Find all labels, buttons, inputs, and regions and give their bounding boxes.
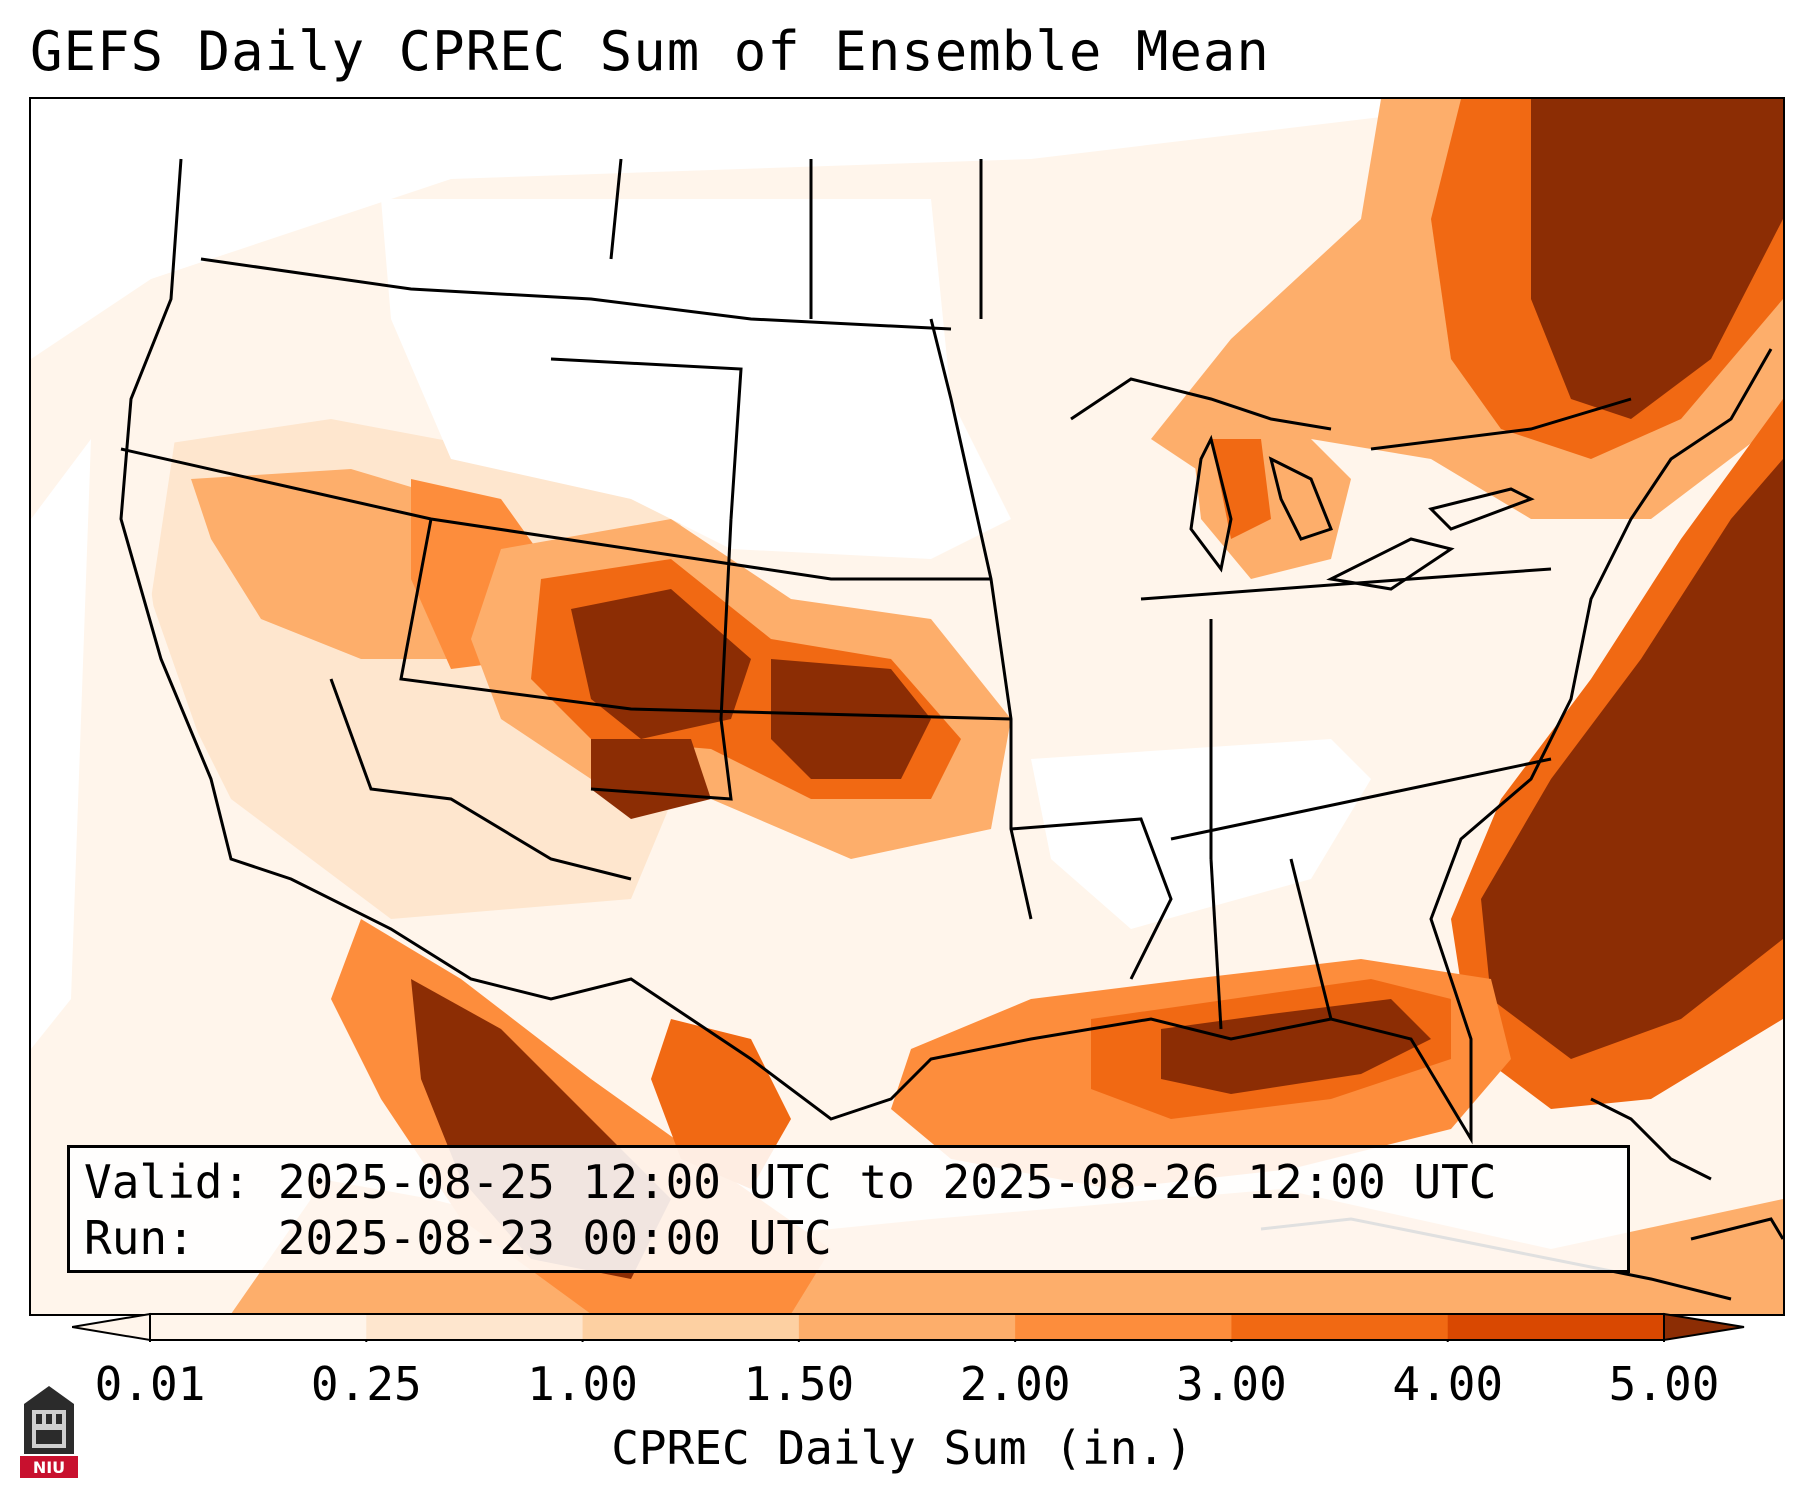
colorbar-segment <box>150 1314 367 1340</box>
precipitation-map <box>29 97 1785 1316</box>
colorbar-segment <box>582 1314 800 1340</box>
map-canvas <box>31 99 1783 1314</box>
validity-info-box: Valid: 2025-08-25 12:00 UTC to 2025-08-2… <box>67 1145 1630 1273</box>
colorbar-tick-label: 0.25 <box>310 1357 422 1411</box>
colorbar-tick-label: 2.00 <box>959 1357 1071 1411</box>
colorbar-min-extend <box>72 1312 151 1342</box>
precip-field <box>31 99 1783 1314</box>
colorbar <box>72 1312 1745 1342</box>
colorbar-label: CPREC Daily Sum (in.) <box>611 1421 1193 1475</box>
valid-time-text: Valid: 2025-08-25 12:00 UTC to 2025-08-2… <box>84 1155 1497 1209</box>
run-time-text: Run: 2025-08-23 00:00 UTC <box>84 1211 832 1265</box>
great-lakes <box>1070 377 1535 591</box>
colorbar-segment <box>1015 1314 1232 1340</box>
colorbar-tick-label: 5.00 <box>1608 1357 1720 1411</box>
colorbar-tick-label: 3.00 <box>1176 1357 1287 1411</box>
state-boundaries <box>119 158 1773 1145</box>
colorbar-segment <box>366 1314 584 1340</box>
colorbar-segment <box>798 1314 1016 1340</box>
colorbar-segment <box>1231 1314 1449 1340</box>
colorbar-segment <box>1447 1314 1665 1340</box>
logo-text: NIU <box>33 1458 65 1477</box>
colorbar-tick-label: 1.50 <box>743 1357 855 1411</box>
colorbar-tick-label: 0.01 <box>94 1357 206 1411</box>
map-title: GEFS Daily CPREC Sum of Ensemble Mean <box>30 20 1270 83</box>
niu-logo: NIU <box>20 1386 78 1478</box>
colorbar-max-extend <box>1663 1312 1745 1342</box>
colorbar-tick-label: 4.00 <box>1392 1357 1504 1411</box>
colorbar-tick-label: 1.00 <box>527 1357 638 1411</box>
